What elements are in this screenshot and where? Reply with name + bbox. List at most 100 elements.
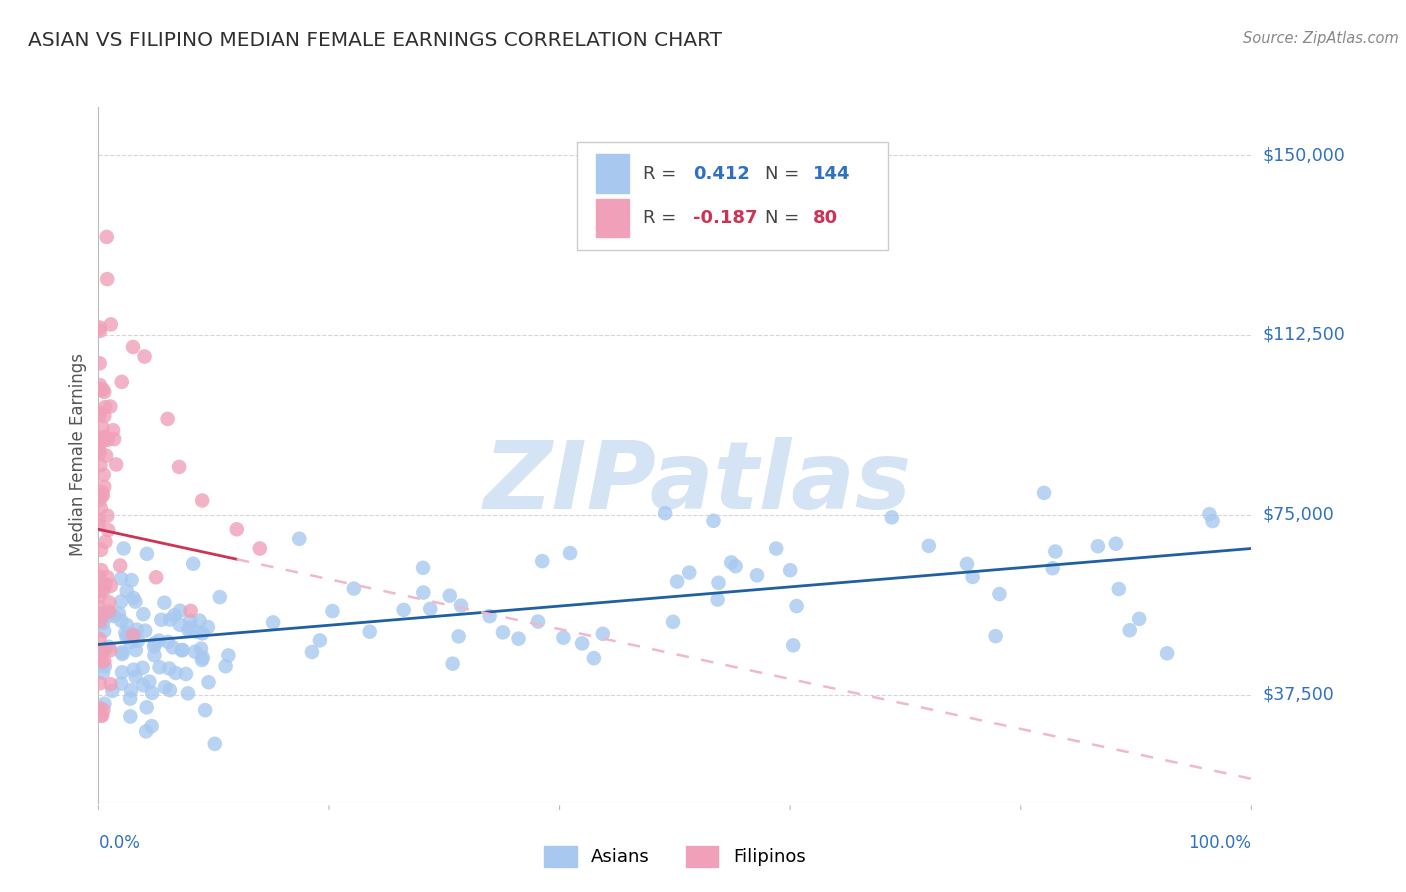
Point xyxy=(90,501,112,516)
Point xyxy=(527,615,550,629)
Point xyxy=(141,686,163,700)
Point xyxy=(179,614,201,628)
Point xyxy=(191,650,214,665)
Point xyxy=(91,576,114,591)
Point xyxy=(124,670,146,684)
Text: 100.0%: 100.0% xyxy=(1188,834,1251,852)
Point xyxy=(94,534,117,549)
Point xyxy=(89,632,111,646)
Point xyxy=(93,433,115,447)
Point xyxy=(191,626,214,640)
Point xyxy=(122,591,145,605)
Point xyxy=(89,378,111,392)
Point xyxy=(115,584,138,599)
Point xyxy=(288,532,311,546)
Point xyxy=(184,624,207,639)
Point xyxy=(918,539,941,553)
Point xyxy=(988,587,1011,601)
Point xyxy=(439,589,461,603)
Point xyxy=(110,572,132,586)
Point xyxy=(412,561,434,575)
Text: 0.0%: 0.0% xyxy=(98,834,141,852)
Point xyxy=(103,609,125,624)
Point xyxy=(984,629,1007,643)
Point xyxy=(100,579,122,593)
Point xyxy=(492,625,515,640)
Point xyxy=(103,432,125,446)
Point xyxy=(91,383,114,397)
Point xyxy=(115,618,138,632)
Point xyxy=(392,603,415,617)
Point xyxy=(98,400,121,414)
Point xyxy=(135,700,157,714)
Point xyxy=(93,654,115,668)
Point xyxy=(89,442,111,457)
Point xyxy=(169,604,191,618)
Point xyxy=(204,737,226,751)
Point xyxy=(148,633,170,648)
Point xyxy=(89,435,111,450)
Point xyxy=(157,635,180,649)
Point xyxy=(122,663,145,677)
Point xyxy=(197,620,219,634)
Point xyxy=(1201,514,1223,528)
Point xyxy=(94,578,117,592)
Text: ZIPatlas: ZIPatlas xyxy=(484,437,912,529)
Point xyxy=(786,599,808,613)
Text: $150,000: $150,000 xyxy=(1263,146,1346,164)
Point xyxy=(94,430,117,444)
Point xyxy=(96,230,118,244)
Point xyxy=(134,624,156,638)
Point xyxy=(194,703,217,717)
Point xyxy=(165,665,187,680)
Point xyxy=(90,654,112,668)
Point xyxy=(1045,544,1067,558)
Point xyxy=(188,614,211,628)
Point xyxy=(880,510,903,524)
Point xyxy=(93,384,115,399)
Point xyxy=(217,648,239,663)
Point xyxy=(89,458,111,473)
Point xyxy=(87,570,110,584)
Point xyxy=(441,657,464,671)
Point xyxy=(115,630,138,644)
Point xyxy=(91,610,114,624)
Point xyxy=(208,590,231,604)
Point xyxy=(122,630,145,644)
Point xyxy=(553,631,575,645)
Point xyxy=(143,636,166,650)
Point xyxy=(127,633,149,648)
Point xyxy=(138,674,160,689)
Point xyxy=(163,608,186,623)
Bar xyxy=(596,199,628,237)
Point xyxy=(90,607,112,621)
Point xyxy=(93,697,115,711)
Point xyxy=(111,647,134,661)
Point xyxy=(89,383,111,397)
Point xyxy=(180,604,202,618)
Point xyxy=(262,615,284,630)
Point xyxy=(90,542,112,557)
Point xyxy=(301,645,323,659)
Point xyxy=(720,555,742,569)
Point xyxy=(343,582,366,596)
Text: N =: N = xyxy=(765,209,804,227)
Point xyxy=(702,514,724,528)
Point xyxy=(90,488,112,502)
Point xyxy=(1118,624,1140,638)
Point xyxy=(177,686,200,700)
Point xyxy=(582,651,605,665)
Point xyxy=(100,677,122,691)
Text: R =: R = xyxy=(643,209,682,227)
Point xyxy=(96,508,118,523)
Point xyxy=(666,574,689,589)
Point xyxy=(93,409,115,423)
Point xyxy=(150,613,173,627)
Point xyxy=(89,446,111,460)
Text: -0.187: -0.187 xyxy=(693,209,758,227)
Point xyxy=(167,459,190,474)
Point xyxy=(93,642,115,657)
Text: ASIAN VS FILIPINO MEDIAN FEMALE EARNINGS CORRELATION CHART: ASIAN VS FILIPINO MEDIAN FEMALE EARNINGS… xyxy=(28,31,723,50)
Point xyxy=(87,517,110,532)
Point xyxy=(153,596,176,610)
